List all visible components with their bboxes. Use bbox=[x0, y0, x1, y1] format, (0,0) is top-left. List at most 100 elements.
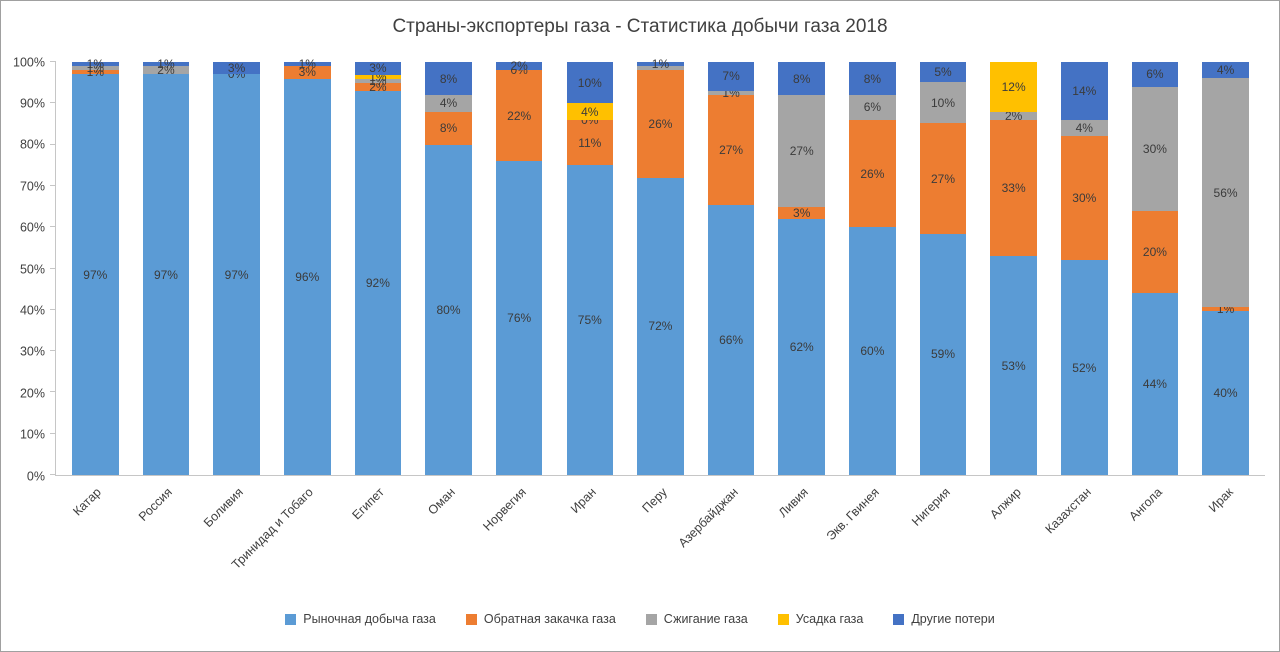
bar-segment-label: 4% bbox=[581, 104, 599, 119]
bar-segment: 11% bbox=[566, 119, 614, 166]
bar-segment: 1% bbox=[72, 65, 119, 79]
bar-segment-label: 22% bbox=[507, 108, 532, 123]
bar-slot: 96% 3% 1% bbox=[272, 57, 343, 475]
bar-slot: 59% 27% 10% 5% bbox=[908, 62, 979, 475]
stacked-bar: 72% 26% 1% bbox=[637, 57, 684, 475]
bar-segment-label: 6% bbox=[1146, 67, 1164, 82]
bar-segment: 80% bbox=[425, 144, 472, 475]
bar-segment: 20% bbox=[1131, 210, 1179, 294]
x-axis-label: Катар bbox=[70, 485, 105, 519]
bar-slot: 53% 33% 2% 12% bbox=[978, 61, 1049, 475]
bar-segment: 97% bbox=[213, 74, 260, 475]
bar-segment: 2% bbox=[990, 109, 1037, 123]
stacked-bar: 66% 27% 1% 7% bbox=[707, 62, 755, 475]
bar-segment-label: 3% bbox=[793, 205, 811, 220]
legend-label: Усадка газа bbox=[795, 612, 864, 626]
x-axis-slot: Ирак bbox=[1190, 476, 1261, 600]
legend-label: Обратная закачка газа bbox=[483, 612, 616, 626]
bar-segment-label: 80% bbox=[436, 302, 461, 317]
bar-segment: 27% bbox=[707, 94, 755, 206]
legend-swatch bbox=[465, 613, 477, 625]
stacked-bar: 40% 1% 56% 4% bbox=[1202, 62, 1249, 475]
bar-segment: 30% bbox=[1131, 86, 1179, 211]
y-axis-tick bbox=[50, 308, 56, 310]
bar-segment-label: 5% bbox=[934, 65, 952, 80]
bar-segment: 8% bbox=[778, 61, 826, 96]
bar-segment-label: 56% bbox=[1213, 185, 1238, 200]
bar-slot: 97% 2% 1% bbox=[131, 57, 202, 475]
bar-segment-label: 4% bbox=[1075, 121, 1093, 136]
plot-area: 97% 1% 1% 1% 97% 2% 1% 97% 0% 3% 96% 3% 1% 92% 2% 1% 1% 3… bbox=[50, 57, 1265, 476]
bar-segment: 52% bbox=[1060, 260, 1108, 475]
bar-segment-label: 10% bbox=[930, 95, 956, 110]
bar-segment: 8% bbox=[849, 62, 896, 96]
bar-segment-label: 52% bbox=[1072, 360, 1097, 375]
bar-segment: 97% bbox=[72, 74, 119, 475]
stacked-bar: 92% 2% 1% 1% 3% bbox=[354, 61, 402, 475]
bar-segment: 7% bbox=[707, 62, 755, 91]
bar-segment: 10% bbox=[919, 82, 967, 124]
bar-segment-label: 60% bbox=[860, 344, 885, 359]
bar-segment-label: 8% bbox=[863, 71, 882, 86]
stacked-bar: 44% 20% 30% 6% bbox=[1131, 62, 1179, 475]
bar-segment: 4% bbox=[566, 103, 614, 120]
y-axis-label: 0% bbox=[26, 468, 45, 483]
bar-segment-label: 3% bbox=[227, 61, 246, 76]
legend-swatch bbox=[285, 613, 297, 625]
bar-segment-label: 96% bbox=[295, 269, 320, 284]
legend-label: Рыночная добыча газа bbox=[303, 612, 436, 626]
bar-segment: 1% bbox=[283, 57, 331, 71]
y-axis-tick bbox=[50, 184, 56, 186]
bar-segment-label: 30% bbox=[1072, 191, 1097, 206]
bar-segment: 5% bbox=[919, 62, 967, 83]
bar-segment-label: 59% bbox=[930, 347, 956, 362]
stacked-bar: 76% 22% 0% 2% bbox=[495, 59, 543, 475]
bar-segment: 1% bbox=[72, 57, 119, 71]
bar-segment: 8% bbox=[425, 61, 472, 96]
bar-segment: 75% bbox=[566, 165, 614, 475]
bar-segment: 4% bbox=[425, 95, 472, 112]
y-axis-tick bbox=[50, 102, 56, 104]
bar-segment: 14% bbox=[1060, 62, 1108, 120]
bar-segment-label: 97% bbox=[224, 267, 249, 282]
legend-item: Другие потери bbox=[893, 612, 995, 626]
y-axis-label: 60% bbox=[19, 220, 45, 235]
bar-segment: 44% bbox=[1131, 293, 1179, 475]
y-axis: 0% 10% 20% 30% 40% 50% 60% 70% 80% 90% 100% bbox=[7, 56, 55, 482]
bar-segment-label: 72% bbox=[648, 319, 673, 334]
bar-slot: 60% 26% 6% 8% bbox=[837, 62, 908, 475]
bar-segment-label: 75% bbox=[577, 313, 602, 328]
legend-swatch bbox=[777, 613, 789, 625]
bar-slot: 97% 1% 1% 1% bbox=[60, 57, 131, 475]
y-axis-label: 40% bbox=[19, 303, 45, 318]
bar-segment: 60% bbox=[849, 227, 896, 475]
bar-slot: 92% 2% 1% 1% 3% bbox=[343, 61, 414, 475]
bar-segment-label: 8% bbox=[793, 71, 811, 86]
x-axis-labels: Катар Россия Боливия Тринидад и Тобаго Египе… bbox=[55, 476, 1265, 600]
bar-segment-label: 76% bbox=[507, 311, 532, 326]
bar-slot: 72% 26% 1% bbox=[625, 57, 696, 475]
bar-segment: 26% bbox=[637, 70, 684, 178]
bar-segment: 10% bbox=[566, 62, 614, 104]
bar-slot: 75% 11% 0% 4% 10% bbox=[554, 62, 625, 475]
bar-segment: 92% bbox=[354, 91, 402, 475]
bar-segment-label: 97% bbox=[153, 267, 178, 282]
bar-slot: 97% 0% 3% bbox=[201, 61, 272, 475]
bar-segment-label: 8% bbox=[439, 121, 458, 136]
bar-segment: 27% bbox=[919, 123, 967, 234]
bar-segment bbox=[637, 66, 684, 71]
y-axis-label: 10% bbox=[19, 427, 45, 442]
y-axis-tick bbox=[50, 432, 56, 434]
plot-wrap: 97% 1% 1% 1% 97% 2% 1% 97% 0% 3% 96% 3% 1% 92% 2% 1% 1% 3… bbox=[50, 57, 1265, 600]
bar-segment: 56% bbox=[1202, 78, 1249, 308]
stacked-bar: 97% 1% 1% 1% bbox=[72, 57, 119, 475]
bar-segment: 3% bbox=[283, 65, 331, 79]
legend-item: Обратная закачка газа bbox=[465, 612, 616, 626]
bar-segment-label: 27% bbox=[719, 142, 744, 157]
y-axis-tick bbox=[50, 350, 56, 352]
bar-segment: 3% bbox=[778, 205, 826, 220]
bar-segment-label: 4% bbox=[439, 96, 458, 111]
bar-segment: 2% bbox=[354, 80, 402, 94]
y-axis-tick bbox=[50, 226, 56, 228]
